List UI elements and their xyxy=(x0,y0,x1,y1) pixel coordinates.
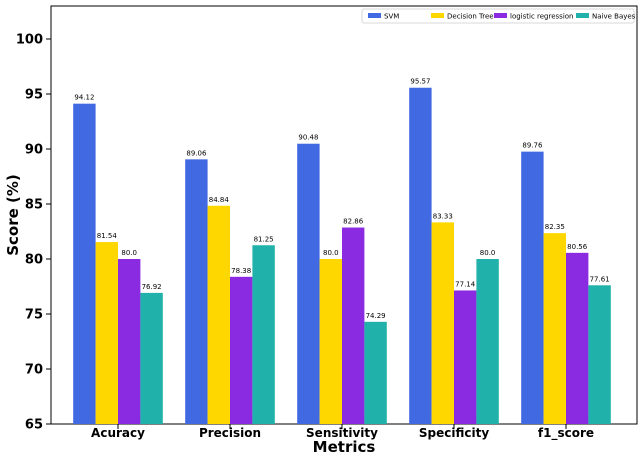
bar xyxy=(95,242,118,424)
y-tick-label: 85 xyxy=(25,198,43,213)
x-tick-label: f1_score xyxy=(538,426,594,441)
bar-data-label: 90.48 xyxy=(298,134,318,142)
x-axis: Acuracy Precision Sensitivity Specificity f1… xyxy=(91,424,594,441)
legend-label: SVM xyxy=(384,13,399,21)
x-axis-title: Metrics xyxy=(313,438,376,456)
y-axis: 65 70 75 80 85 90 95 100 xyxy=(16,33,51,433)
x-tick-label: Precision xyxy=(199,426,261,440)
bar xyxy=(566,252,589,424)
y-axis-title: Score (%) xyxy=(4,174,22,256)
bar xyxy=(476,259,499,424)
bar-data-label: 74.29 xyxy=(366,312,386,320)
bar xyxy=(118,259,141,424)
bar xyxy=(207,205,230,424)
bar xyxy=(364,321,387,424)
bar-data-label: 80.0 xyxy=(121,249,137,257)
legend-swatch xyxy=(368,13,381,18)
bar xyxy=(319,259,342,424)
bar xyxy=(342,227,365,424)
legend-swatch xyxy=(494,13,507,18)
legend-swatch xyxy=(576,13,589,18)
bar-data-label: 89.76 xyxy=(522,142,543,150)
legend: SVM Decision Tree logistic regression Naive… xyxy=(361,8,636,24)
y-tick-label: 65 xyxy=(25,418,43,433)
bar xyxy=(297,143,320,424)
data-labels-group: 94.12 81.54 80.0 76.92 89.06 84.84 78.38 81.25 9… xyxy=(74,78,609,320)
bar-data-label: 78.38 xyxy=(231,267,251,275)
bar xyxy=(73,103,96,425)
bar xyxy=(431,222,454,424)
bar-data-label: 84.84 xyxy=(209,196,230,204)
y-tick-label: 100 xyxy=(16,33,43,48)
bar xyxy=(252,245,275,424)
x-tick-label: Sensitivity xyxy=(306,426,378,440)
legend-swatch xyxy=(431,13,444,18)
y-tick-label: 95 xyxy=(25,88,43,103)
x-tick-label: Acuracy xyxy=(91,426,145,440)
bar-data-label: 77.14 xyxy=(455,280,476,288)
bar xyxy=(521,151,544,424)
bar-data-label: 76.92 xyxy=(142,283,162,291)
bar xyxy=(543,233,566,424)
bar-data-label: 82.86 xyxy=(343,218,364,226)
bar-data-label: 81.25 xyxy=(254,235,274,243)
bar-data-label: 81.54 xyxy=(97,232,118,240)
y-tick-label: 70 xyxy=(25,363,43,378)
bar xyxy=(454,290,477,424)
bar-data-label: 89.06 xyxy=(186,149,207,157)
legend-label: Decision Tree xyxy=(447,13,494,21)
bar xyxy=(140,292,163,424)
bar-data-label: 77.61 xyxy=(590,275,610,283)
y-tick-label: 80 xyxy=(25,253,43,268)
bars-group xyxy=(73,87,611,425)
bar-data-label: 83.33 xyxy=(433,212,453,220)
legend-label: Naive Bayes xyxy=(592,13,636,21)
x-tick-label: Specificity xyxy=(419,426,489,440)
bar xyxy=(185,159,208,424)
bar xyxy=(230,276,253,424)
bar xyxy=(409,87,432,424)
bar-data-label: 82.35 xyxy=(545,223,565,231)
y-tick-label: 90 xyxy=(25,143,43,158)
bar-data-label: 94.12 xyxy=(74,94,94,102)
legend-label: logistic regression xyxy=(510,13,574,21)
bar-data-label: 80.56 xyxy=(567,243,588,251)
bar-data-label: 95.57 xyxy=(410,78,430,86)
bar-data-label: 80.0 xyxy=(480,249,496,257)
bar xyxy=(588,285,611,424)
bar-data-label: 80.0 xyxy=(323,249,339,257)
y-tick-label: 75 xyxy=(25,308,43,323)
